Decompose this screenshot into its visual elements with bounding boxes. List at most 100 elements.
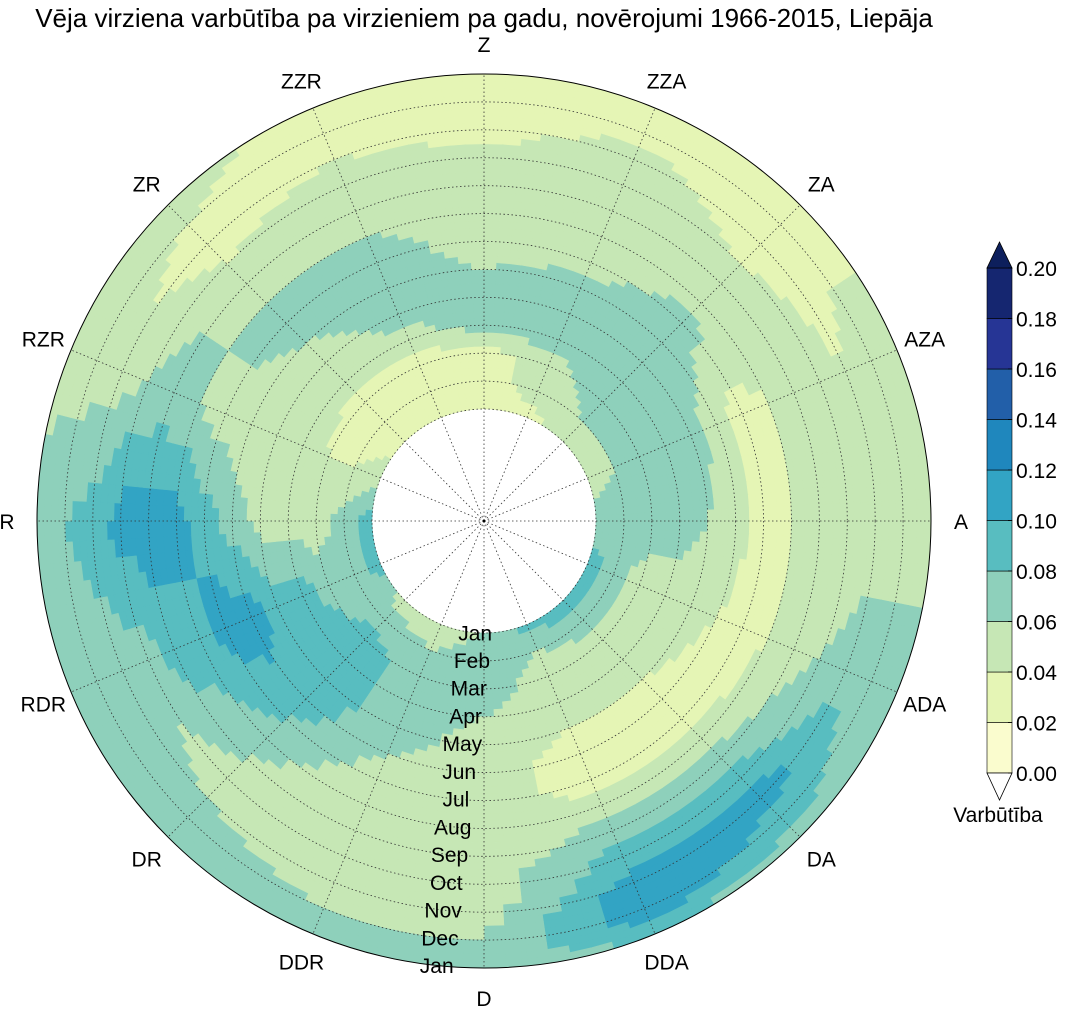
contour-cell [616,520,625,529]
contour-cell [489,401,496,410]
contour-cell [595,520,604,528]
contour-cell [462,939,485,948]
contour-cell [615,527,625,536]
contour-cell [728,520,736,534]
contour-cell [728,508,736,522]
contour-cell [246,509,254,522]
contour-cell [351,533,360,541]
contour-cell [322,520,331,530]
contour-cell [867,501,876,522]
contour-cell [783,505,792,522]
contour-cell [197,520,206,536]
contour-cell [176,505,185,522]
contour-cell [923,498,932,522]
contour-cell [308,512,317,522]
contour-cell [881,520,890,542]
contour-cell [490,652,499,662]
contour-cell [483,213,500,222]
contour-cell [790,505,799,522]
contour-cell [483,751,496,759]
contour-cell [492,694,503,703]
contour-cell [608,501,617,509]
contour-cell [295,529,304,540]
contour-cell [496,652,505,661]
contour-cell [693,520,701,532]
contour-cell [909,499,918,522]
contour-cell [483,185,501,194]
contour-cell [466,869,485,878]
contour-cell [357,514,366,522]
contour-cell [483,276,497,284]
contour-cell [700,509,708,522]
contour-cell [350,514,359,522]
contour-cell [671,529,680,541]
contour-cell [699,531,708,544]
contour-cell [629,527,639,537]
contour-cell [483,890,503,899]
contour-cell [609,514,618,522]
contour-cell [769,520,778,536]
contour-cell [595,509,604,516]
contour-cell [643,504,652,514]
contour-cell [483,150,503,159]
contour-cell [797,520,806,538]
contour-cell [895,500,904,522]
contour-cell [494,743,507,752]
contour-cell [483,80,506,89]
contour-cell [643,528,652,538]
contour-cell [43,520,52,543]
contour-cell [657,529,666,540]
contour-cell [672,511,681,522]
contour-cell [483,401,491,410]
contour-cell [630,520,639,529]
contour-cell [609,520,618,528]
contour-cell [497,805,514,815]
contour-cell [483,876,503,885]
contour-cell [776,520,785,537]
contour-cell [496,784,512,794]
contour-cell [64,520,73,542]
contour-cell [64,500,73,522]
contour-cell [483,799,499,808]
contour-cell [734,507,743,522]
contour-cell [609,507,618,516]
contour-cell [469,799,485,808]
contour-cell [466,862,485,871]
contour-cell [336,513,345,522]
contour-cell [169,505,178,522]
contour-cell [494,297,507,306]
contour-cell [483,94,506,103]
contour-cell [483,709,494,718]
contour-cell [239,496,248,510]
contour-cell [483,324,494,333]
contour-cell [665,520,674,531]
contour-cell [495,638,503,647]
contour-cell [700,520,708,533]
contour-cell [811,504,820,522]
contour-cell [483,883,503,892]
contour-cell [239,532,248,546]
contour-cell [492,325,504,334]
contour-cell [839,502,848,522]
contour-cell [483,737,496,745]
contour-cell [218,520,227,535]
contour-cell [267,499,276,512]
contour-cell [721,508,729,522]
contour-cell [707,520,715,533]
contour-cell [496,777,511,787]
contour-cell [483,199,501,208]
contour-cell [493,318,505,327]
contour-cell [330,535,340,544]
contour-cell [483,841,501,850]
contour-cell [364,520,373,528]
contour-cell [315,520,324,530]
contour-cell [636,504,645,514]
contour-cell [483,352,493,361]
contour-cell [483,101,505,110]
contour-cell [490,659,499,669]
contour-cell [734,495,743,509]
contour-cell [232,520,240,534]
contour-cell [492,332,503,341]
contour-cell [493,715,505,724]
